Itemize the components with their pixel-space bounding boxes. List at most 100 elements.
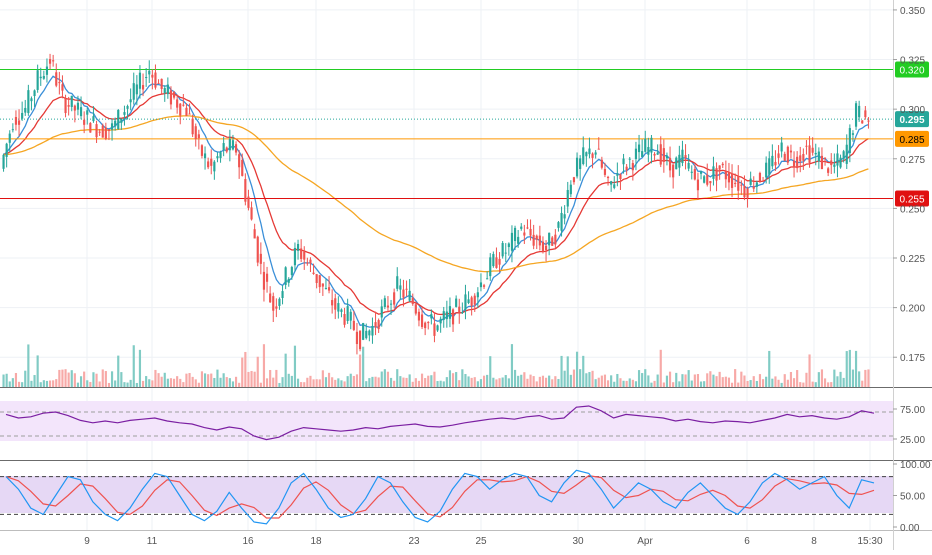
volume-bar — [796, 370, 799, 387]
volume-bar — [551, 379, 554, 387]
candle-body — [622, 158, 625, 165]
volume-bar — [386, 371, 390, 387]
price-tick-label-2: 0.300 — [900, 105, 925, 116]
volume-bar — [259, 382, 262, 387]
candle-body — [324, 287, 328, 289]
candle-body — [805, 145, 808, 147]
candle-body — [420, 314, 424, 327]
volume-bar — [389, 377, 393, 387]
candle-body — [458, 306, 461, 313]
volume-bar — [402, 377, 405, 387]
volume-bar — [458, 380, 461, 387]
candle-body — [76, 102, 80, 110]
volume-bar — [839, 371, 842, 387]
candle-body — [749, 178, 752, 185]
level-badge-0 — [895, 61, 929, 78]
volume-bar — [179, 378, 182, 387]
price-tick-label-7: 0.175 — [900, 353, 925, 364]
candle-body — [73, 105, 76, 111]
grid-layer — [0, 0, 893, 530]
candle-body — [64, 98, 67, 114]
volume-bar — [737, 382, 740, 387]
candle-body — [554, 234, 557, 245]
candle-body — [210, 158, 213, 166]
candle-body — [566, 189, 569, 207]
ema-mid-line — [3, 92, 869, 316]
candle-body — [337, 303, 340, 312]
candle-body — [123, 112, 126, 115]
candle-body — [482, 285, 486, 287]
rsi-tick-label-0: 75.00 — [900, 405, 925, 416]
volume-bar — [830, 382, 833, 387]
candle-body — [36, 70, 39, 90]
candle-body — [461, 311, 464, 313]
candle-body — [256, 236, 259, 263]
volume-bar — [321, 370, 324, 387]
price-tick-label-3: 0.275 — [900, 155, 925, 166]
volume-bar — [827, 382, 830, 387]
candle-body — [842, 151, 845, 159]
volume-bar — [343, 381, 346, 387]
candle-body — [269, 293, 272, 303]
volume-bar — [634, 381, 638, 387]
candle-body — [8, 133, 11, 143]
candle-body — [613, 184, 616, 188]
volume-bar — [631, 379, 634, 387]
volume-bar — [129, 379, 132, 387]
volume-bar — [684, 374, 687, 387]
candle-body — [746, 188, 749, 198]
candle-body — [644, 138, 647, 152]
volume-bar — [340, 380, 343, 387]
candle-body — [318, 275, 321, 288]
candlesticks — [2, 53, 870, 355]
candle-body — [808, 145, 811, 163]
candle-body — [799, 155, 802, 162]
volume-bar — [858, 371, 861, 387]
candle-body — [616, 173, 619, 176]
volume-bar — [355, 374, 359, 387]
candle-body — [383, 298, 386, 308]
candle-body — [250, 207, 253, 220]
candle-body — [541, 241, 545, 252]
volume-bar — [579, 369, 582, 387]
candle-body — [154, 72, 157, 88]
volume-bar — [157, 373, 160, 387]
rsi-line — [5, 405, 875, 441]
candle-body — [557, 222, 560, 228]
candle-body — [442, 311, 445, 320]
volume-bar — [597, 377, 600, 387]
candle-body — [306, 262, 309, 264]
candle-body — [634, 148, 638, 160]
candle-body — [238, 154, 241, 168]
candle-body — [408, 290, 411, 301]
candle-body — [98, 131, 101, 133]
volume-bar — [95, 373, 98, 387]
candle-body — [706, 174, 709, 185]
volume-bar — [451, 373, 455, 387]
volume-bar — [300, 382, 303, 387]
candle-body — [411, 298, 414, 305]
volume-bar — [117, 355, 120, 387]
volume-bar — [70, 370, 73, 387]
volume-bar — [293, 345, 297, 387]
volume-bar — [799, 382, 802, 387]
volume-bar — [371, 376, 374, 387]
candle-body — [48, 59, 52, 64]
candle-body — [377, 320, 380, 330]
volume-bar — [836, 376, 839, 387]
volume-bar — [495, 379, 498, 387]
candle-body — [365, 330, 368, 339]
candle-body — [45, 66, 49, 75]
candle-body — [551, 237, 554, 246]
candle-body — [544, 245, 548, 251]
volume-bar — [33, 375, 36, 387]
volume-bar — [523, 372, 526, 387]
candle-body — [761, 180, 765, 182]
candle-body — [417, 311, 421, 321]
volume-bar — [814, 382, 817, 387]
volume-bar — [327, 372, 331, 387]
candle-body — [148, 70, 151, 75]
candle-body — [696, 179, 700, 191]
volume-bar — [727, 377, 731, 387]
